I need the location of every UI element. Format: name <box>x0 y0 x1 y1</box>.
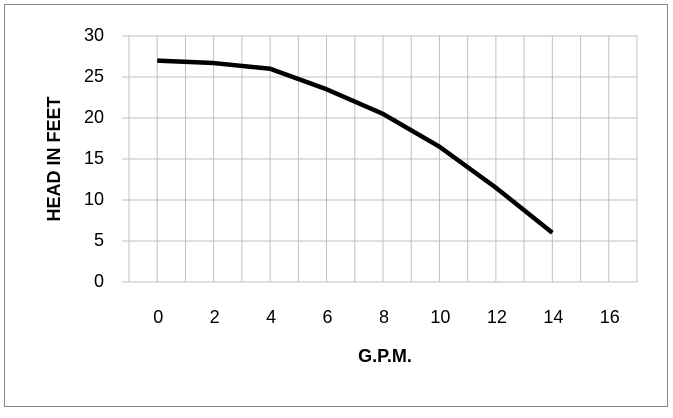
y-tick-label: 5 <box>94 230 104 250</box>
data-line <box>157 58 554 235</box>
x-tick-label: 10 <box>430 307 450 327</box>
x-tick-label: 12 <box>487 307 507 327</box>
y-tick-label: 15 <box>84 148 104 168</box>
chart-border <box>4 4 668 407</box>
x-tick-label: 14 <box>543 307 563 327</box>
y-tick-label: 25 <box>84 66 104 86</box>
y-tick-label: 20 <box>84 107 104 127</box>
y-tick-label: 10 <box>84 189 104 209</box>
x-tick-label: 8 <box>379 307 389 327</box>
x-tick-label: 0 <box>153 307 163 327</box>
y-tick-label: 0 <box>94 271 104 291</box>
x-tick-label: 6 <box>323 307 333 327</box>
x-axis-label: G.P.M. <box>358 346 412 366</box>
y-tick-label: 30 <box>84 25 104 45</box>
x-tick-label: 4 <box>266 307 276 327</box>
x-tick-label: 2 <box>210 307 220 327</box>
y-axis-label: HEAD IN FEET <box>44 96 64 221</box>
x-tick-label: 16 <box>600 307 620 327</box>
